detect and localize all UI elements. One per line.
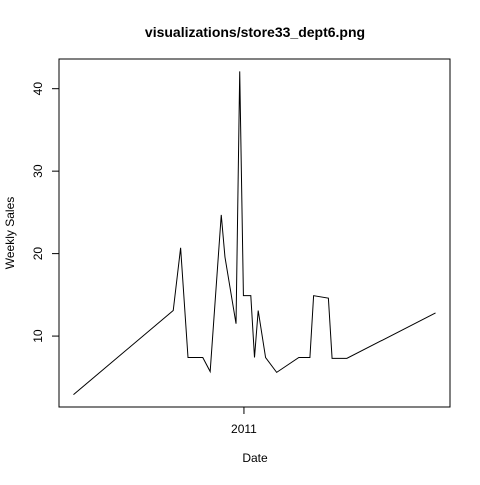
data-point <box>312 294 315 297</box>
y-axis: 10 20 30 40 <box>31 82 60 343</box>
data-point <box>201 356 204 359</box>
data-point <box>220 213 223 216</box>
data-point <box>72 393 75 396</box>
x-axis-label: Date <box>242 451 268 465</box>
data-point <box>238 70 241 73</box>
y-tick-label: 20 <box>31 247 45 261</box>
x-tick-label: 2011 <box>231 422 257 436</box>
data-point <box>264 356 267 359</box>
y-tick-label: 10 <box>31 329 45 343</box>
data-point <box>249 294 252 297</box>
data-point <box>331 357 334 360</box>
data-point <box>297 356 300 359</box>
data-point <box>275 371 278 374</box>
data-point <box>209 370 212 373</box>
data-point <box>223 255 226 258</box>
data-point <box>187 356 190 359</box>
y-tick-label: 30 <box>31 164 45 178</box>
data-point <box>434 311 437 314</box>
y-axis-label: Weekly Sales <box>3 197 17 269</box>
data-point <box>327 297 330 300</box>
y-tick-label: 40 <box>31 82 45 96</box>
data-point <box>172 309 175 312</box>
data-point <box>257 309 260 312</box>
data-point <box>235 322 238 325</box>
data-point <box>308 356 311 359</box>
x-axis: 2011 <box>231 407 257 436</box>
data-point <box>253 356 256 359</box>
series-line <box>73 71 436 396</box>
chart-title: visualizations/store33_dept6.png <box>145 24 365 40</box>
data-point <box>179 246 182 249</box>
series-layer <box>72 70 437 396</box>
data-point <box>345 357 348 360</box>
data-point <box>242 294 245 297</box>
